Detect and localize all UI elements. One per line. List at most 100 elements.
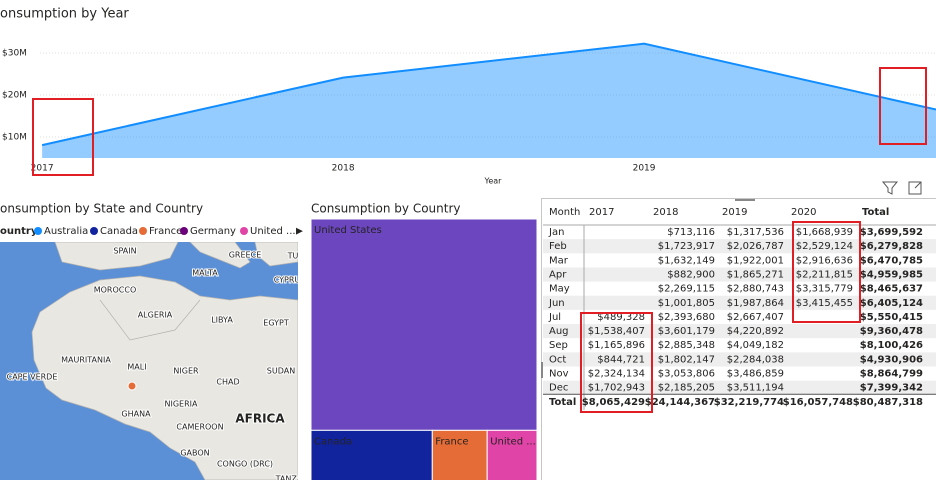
- treemap-label: France: [435, 436, 468, 447]
- row-band: [543, 380, 936, 395]
- column-header: 2018: [653, 207, 678, 218]
- table-cell: $7,399,342: [860, 383, 923, 394]
- focus-mode-icon[interactable]: [908, 181, 922, 195]
- table-cell: $1,001,805: [658, 298, 715, 309]
- row-band: [543, 352, 936, 367]
- x-tick-label: 2019: [633, 164, 656, 174]
- map-labels: SPAIN GREECE TU MALTA CYPRU MOROCCO ALGERIA LIB…: [6, 246, 303, 480]
- column-header: Total: [862, 207, 889, 218]
- table-cell: $1,165,896: [588, 340, 645, 351]
- table-cell: Feb: [549, 241, 567, 252]
- table-cell: Mar: [549, 255, 569, 266]
- table-cell: $2,284,038: [727, 354, 784, 365]
- table-cell: Apr: [549, 269, 567, 280]
- table-cell: $2,880,743: [727, 284, 784, 295]
- table-cell: $1,538,407: [588, 326, 645, 337]
- table-cell: $1,865,271: [727, 269, 784, 280]
- table-cell: $32,219,774: [714, 397, 784, 408]
- highlight-box: [32, 98, 94, 176]
- map-label: SUDAN: [267, 367, 295, 376]
- table-cell: $1,317,536: [727, 227, 784, 238]
- legend-marker: [139, 227, 147, 235]
- row-band: [543, 324, 936, 339]
- highlight-box: [580, 312, 653, 413]
- table-cell: $1,632,149: [658, 255, 715, 266]
- table-cell: Jan: [548, 227, 564, 238]
- land: [31, 275, 298, 480]
- x-tick-label: 2018: [332, 164, 355, 174]
- table-cell: $4,220,892: [727, 326, 784, 337]
- map-label: MALTA: [192, 269, 218, 278]
- table-cell: $16,057,748: [783, 397, 853, 408]
- land: [254, 242, 298, 267]
- land: [54, 242, 179, 271]
- table-cell: $8,100,426: [860, 340, 923, 351]
- x-tick-label: 2017: [31, 164, 54, 174]
- map-label: NIGERIA: [165, 400, 199, 409]
- table-cell: Jun: [548, 298, 565, 309]
- treemap-label: United ...: [490, 436, 536, 447]
- table-cell: $3,511,194: [727, 383, 784, 394]
- treemap-cell: [486, 429, 538, 480]
- legend-label: France: [149, 226, 182, 237]
- table-cell: $80,487,318: [853, 397, 923, 408]
- table-cell: $3,415,455: [796, 298, 853, 309]
- table-cell: $2,324,134: [588, 369, 645, 380]
- table-cell: $3,486,859: [727, 369, 784, 380]
- map-bubble[interactable]: [127, 381, 137, 391]
- filter-icon[interactable]: [881, 181, 899, 195]
- treemap-cell: [310, 429, 433, 480]
- x-axis-title: Year: [484, 177, 503, 186]
- map-label: CYPRU: [274, 276, 301, 285]
- legend-label: Germany: [190, 226, 236, 237]
- table-cell: $8,465,637: [860, 284, 923, 295]
- map-label: CAPE VERDE: [7, 373, 58, 382]
- table-cell: $4,049,182: [727, 340, 784, 351]
- table-cell: $3,601,179: [658, 326, 715, 337]
- map-label: CAMEROON: [176, 423, 223, 432]
- table-cell: $844,721: [597, 354, 645, 365]
- row-band: [543, 267, 936, 282]
- legend-next[interactable]: ▶: [296, 227, 303, 237]
- map-label: TU: [287, 252, 299, 261]
- legend-label: Australia: [44, 226, 88, 237]
- area-chart: $10M $20M $30M 2017 2018 2019 Year: [2, 42, 936, 186]
- table-cell: $1,922,001: [727, 255, 784, 266]
- treemap[interactable]: United States Canada France United ...: [310, 218, 538, 480]
- y-tick-label: $10M: [2, 133, 27, 143]
- map-label: CHAD: [216, 378, 239, 387]
- map-label: CONGO (DRC): [217, 460, 273, 469]
- map[interactable]: SPAIN GREECE TU MALTA CYPRU MOROCCO ALGERIA LIB…: [0, 242, 303, 480]
- map-label: TANZA: [275, 475, 303, 480]
- y-tick-label: $30M: [2, 49, 27, 59]
- table-cell: $9,360,478: [860, 326, 923, 337]
- table-cell: $1,987,864: [727, 298, 784, 309]
- area-line: [41, 42, 936, 147]
- map-label: ALGERIA: [138, 311, 173, 320]
- treemap-label: Canada: [314, 436, 352, 447]
- border: [99, 299, 201, 341]
- map-label: MALI: [127, 363, 146, 372]
- table-cell: $489,328: [597, 312, 645, 323]
- table-cell: $3,699,592: [860, 227, 923, 238]
- table-cell: Jul: [548, 312, 561, 323]
- map-label: SPAIN: [113, 247, 136, 256]
- map-label: NIGER: [173, 367, 199, 376]
- y-tick-label: $20M: [2, 91, 27, 101]
- map-label: GABON: [180, 449, 209, 458]
- table-cell: $2,916,636: [796, 255, 853, 266]
- table-cell: $2,269,115: [658, 284, 715, 295]
- treemap-cell: [431, 429, 488, 480]
- table-cell: Aug: [549, 326, 569, 337]
- map-label: MAURITANIA: [61, 356, 111, 365]
- map-label: LIBYA: [211, 316, 233, 325]
- table-cell: $3,053,806: [658, 369, 715, 380]
- row-band: [543, 239, 936, 254]
- treemap-cell: [310, 218, 538, 431]
- visual-title: Consumption by Country: [311, 202, 461, 216]
- map-label: MOROCCO: [94, 286, 137, 295]
- table-cell: $713,116: [667, 227, 715, 238]
- table-cell: $882,900: [667, 269, 715, 280]
- legend-title: ountry: [0, 226, 38, 237]
